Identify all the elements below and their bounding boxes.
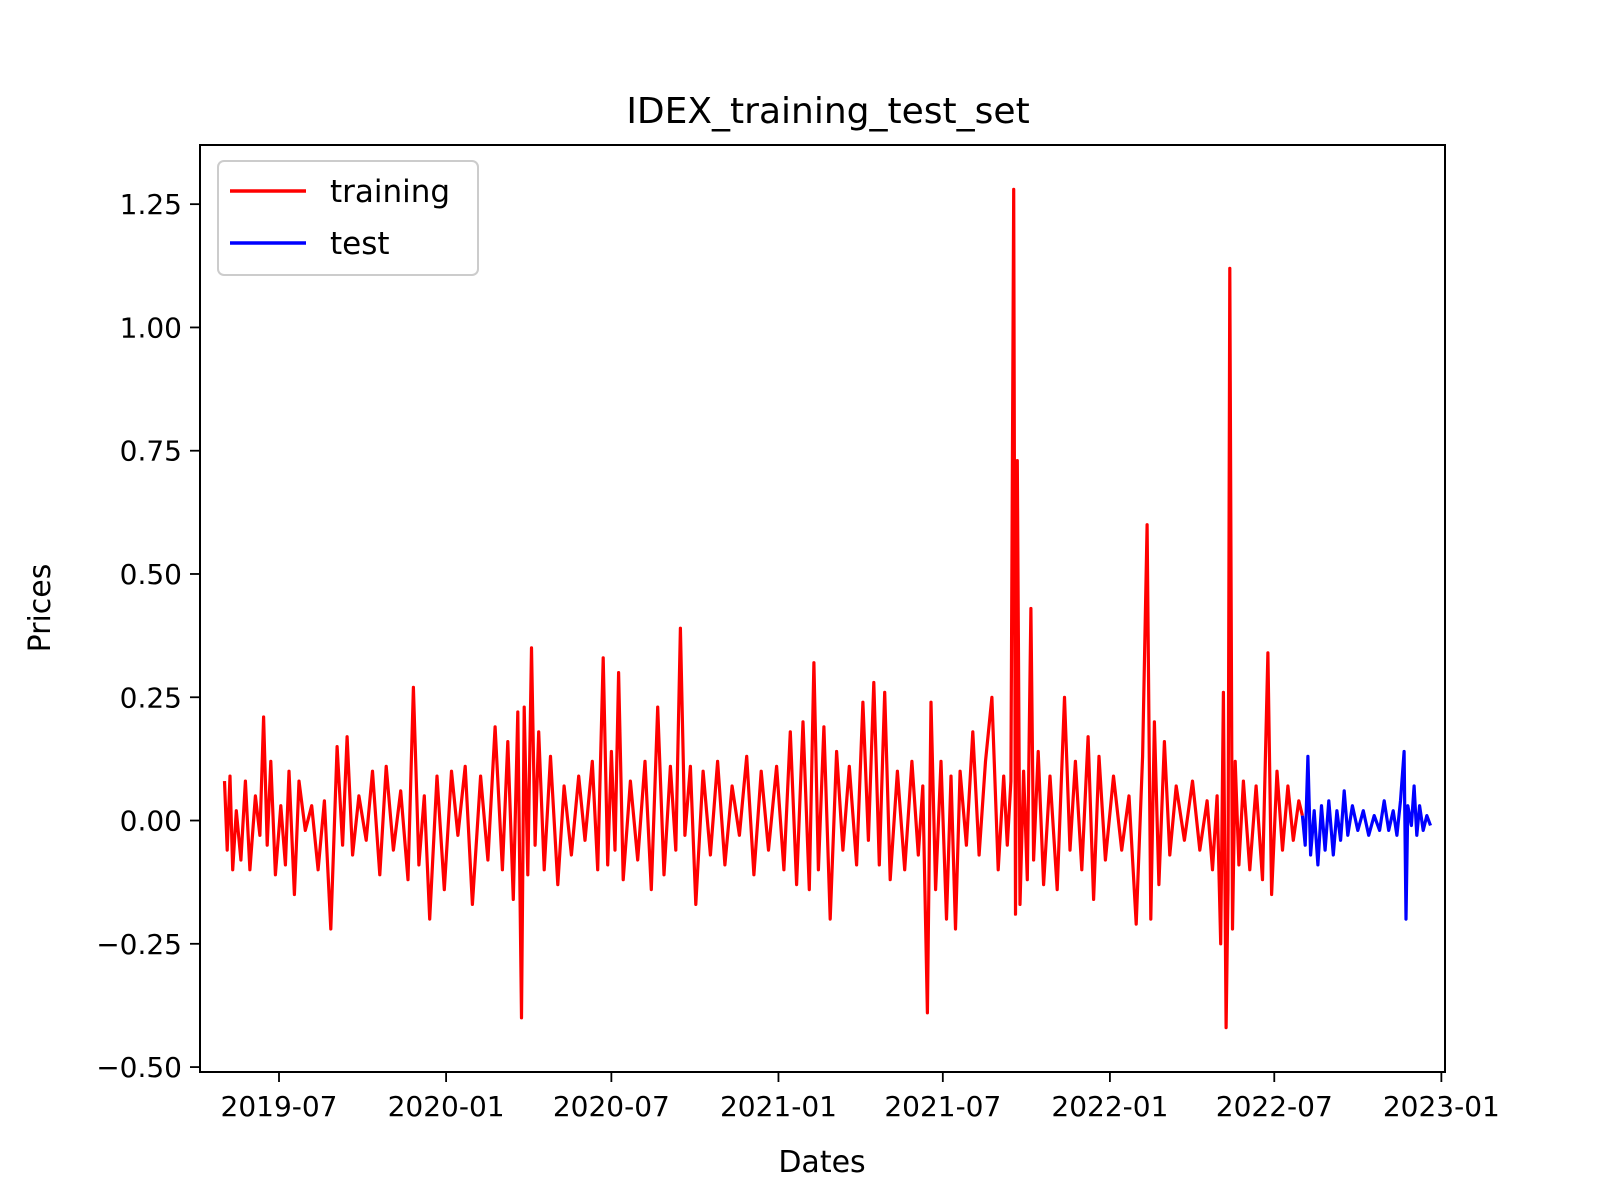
x-tick-label: 2022-01 bbox=[1051, 1090, 1168, 1123]
y-tick-label: 0.50 bbox=[120, 558, 182, 591]
x-axis: 2019-07 2020-01 2020-07 2021-01 2021-07 2022-… bbox=[221, 1072, 1500, 1123]
series-test bbox=[1300, 749, 1432, 921]
legend-label-training: training bbox=[330, 174, 450, 210]
legend: training test bbox=[217, 160, 479, 276]
x-axis-label: Dates bbox=[778, 1145, 865, 1180]
y-tick-label: 1.00 bbox=[120, 311, 182, 344]
y-tick-label: 0.25 bbox=[120, 681, 182, 714]
x-tick-label: 2020-07 bbox=[553, 1090, 670, 1123]
series-training bbox=[222, 187, 1304, 1030]
plot-frame bbox=[199, 144, 1446, 1073]
chart-title: IDEX_training_test_set bbox=[626, 91, 1029, 132]
series-layer bbox=[222, 187, 1432, 1030]
x-tick-label: 2021-01 bbox=[720, 1090, 837, 1123]
legend-label-test: test bbox=[330, 226, 390, 262]
y-tick-label: −0.25 bbox=[96, 928, 182, 961]
x-tick-label: 2021-07 bbox=[884, 1090, 1001, 1123]
y-axis: −0.50 −0.25 0.00 0.25 0.50 0.75 1.00 1.25 bbox=[96, 188, 200, 1084]
y-tick-label: 1.25 bbox=[120, 188, 182, 221]
y-tick-label: 0.75 bbox=[120, 435, 182, 468]
x-tick-label: 2023-01 bbox=[1383, 1090, 1500, 1123]
y-axis-label: Prices bbox=[23, 564, 58, 653]
x-tick-label: 2022-07 bbox=[1216, 1090, 1333, 1123]
x-tick-label: 2020-01 bbox=[388, 1090, 505, 1123]
y-tick-label: 0.00 bbox=[120, 805, 182, 838]
x-tick-label: 2019-07 bbox=[221, 1090, 338, 1123]
series-line-training bbox=[222, 187, 1304, 1030]
y-tick-label: −0.50 bbox=[96, 1051, 182, 1084]
